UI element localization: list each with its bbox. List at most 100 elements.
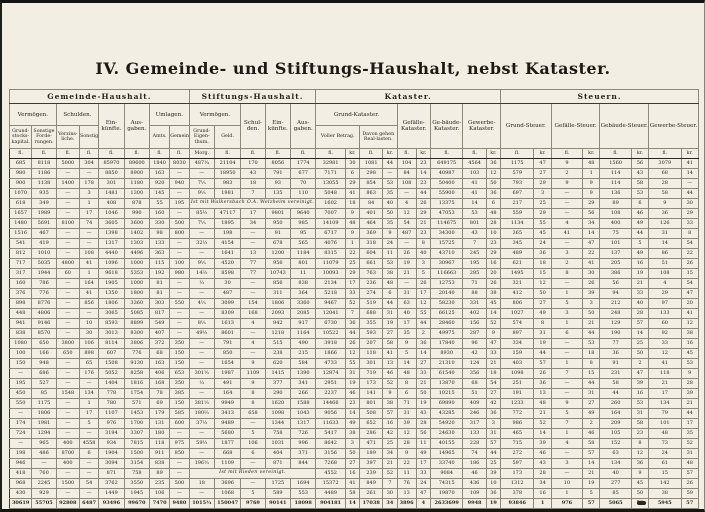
table-cell: 18950: [213, 168, 242, 179]
table-cell: 18: [240, 178, 266, 189]
table-cell: 41: [382, 348, 398, 359]
table-cell: ⅓: [188, 278, 215, 289]
col-grund-eigenthum: Grund-Eigen-thum.: [188, 125, 215, 149]
table-cell: —: [188, 338, 215, 349]
table-cell: 8: [396, 378, 417, 389]
table-cell: 11: [396, 468, 417, 479]
table-cell: 980: [169, 268, 190, 279]
table-row: 1080 650 3800 106 8114 3806 372 350—791 4 515 490 3…: [8, 338, 700, 349]
table-cell: 900: [8, 178, 33, 189]
table-cell: 6717: [315, 228, 346, 239]
table-cell: 47117: [213, 208, 242, 219]
table-cell: ⅓: [188, 378, 215, 389]
table-cell: 41: [344, 188, 360, 199]
table-cell: 60: [55, 268, 80, 279]
table-cell: 14: [582, 228, 601, 239]
table-cell: 1081: [358, 158, 384, 169]
table-cell: 57: [533, 358, 552, 369]
table-cell: 2: [582, 418, 601, 429]
table-cell: 1877: [213, 438, 242, 449]
table-cell: 6: [396, 388, 417, 399]
table-cell: 1548: [55, 388, 80, 399]
table-cell: 3: [485, 418, 502, 429]
table-cell: 31: [533, 328, 552, 339]
table-cell: 4: [396, 198, 417, 209]
unit-label: fl.: [358, 148, 384, 159]
table-cell: 1495: [500, 268, 535, 279]
table-row: 900 1138 1400 178 301 1180 920 940 7⅓ 983 18 93 70 13…: [8, 178, 700, 189]
table-cell: 760: [31, 468, 57, 479]
table-cell: 33: [344, 288, 360, 299]
table-cell: 4489: [315, 488, 346, 499]
table-row: 898 8776—856 1806 3360 303 550 4⅓ 3099 154 1806 33…: [8, 298, 700, 309]
table-cell: 209: [599, 418, 632, 429]
table-cell: 1138: [31, 178, 57, 189]
table-cell: 16: [630, 258, 650, 269]
table-cell: —: [169, 278, 190, 289]
table-cell: 364: [289, 288, 317, 299]
table-cell: 48: [582, 158, 601, 169]
table-cell: 286: [358, 428, 384, 439]
table-cell: 47: [582, 238, 601, 249]
table-cell: 31: [396, 288, 417, 299]
table-cell: 487: [396, 228, 417, 239]
table-cell: 311: [264, 288, 292, 299]
table-cell: 16: [485, 258, 502, 269]
table-cell: 778: [98, 388, 125, 399]
table-cell: 84: [358, 198, 384, 209]
table-cell: 18: [344, 198, 360, 209]
table-cell: 724: [8, 428, 33, 439]
table-cell: 4⅓: [188, 298, 215, 309]
table-cell: 50: [630, 348, 650, 359]
table-cell: 31: [382, 308, 398, 319]
table-cell: 27: [533, 298, 552, 309]
table-cell: 137: [599, 248, 632, 259]
table-cell: 13870: [429, 378, 464, 389]
subgroup-sh-ausgaben: Aus-gaben.: [289, 103, 317, 149]
table-cell: 14: [485, 308, 502, 319]
table-cell: 838: [289, 278, 317, 289]
table-cell: 8: [582, 358, 601, 369]
table-row: 6999580——40159862934—⅓100081630846998993…: [8, 508, 700, 509]
table-cell: 195: [462, 258, 487, 269]
table-cell: 21: [582, 318, 601, 329]
table-cell: —: [188, 288, 215, 299]
table-cell: 1895: [213, 218, 242, 229]
table-cell: 173: [500, 468, 535, 479]
table-cell: 5065: [599, 498, 632, 509]
table-cell: 14: [462, 198, 487, 209]
table-cell: 63: [599, 448, 632, 459]
table-cell: 29: [582, 198, 601, 209]
table-row: 941 9146—10 8593 8899 549—8⅓ 1613 4 942 917 6730 3…: [8, 318, 700, 329]
table-cell: 317: [8, 268, 33, 279]
table-cell: 3079: [648, 158, 682, 169]
table-cell: 23: [485, 238, 502, 249]
table-cell: 9: [382, 228, 398, 239]
table-cell: 15: [648, 468, 682, 479]
table-cell: 8700: [55, 448, 80, 459]
table-cell: 71: [396, 398, 417, 409]
table-cell: 36: [648, 208, 682, 219]
table-cell: 772: [500, 408, 535, 419]
table-cell: —: [240, 478, 266, 489]
table-cell: 41: [648, 358, 682, 369]
table-cell: 301⅓: [188, 368, 215, 379]
table-cell: 1180: [123, 178, 150, 189]
table-cell: 55: [533, 218, 552, 229]
table-cell: 800: [169, 228, 190, 239]
table-cell: 12: [648, 348, 682, 359]
table-cell: 30: [78, 328, 100, 339]
table-cell: 9: [344, 208, 360, 219]
table-cell: 66125: [429, 308, 464, 319]
table-cell: 37⅓: [188, 418, 215, 429]
table-cell: 30: [582, 268, 601, 279]
table-cell: —: [78, 488, 100, 499]
table-cell: —: [169, 308, 190, 319]
unit-label: fl.: [462, 148, 487, 159]
table-cell: 56: [582, 208, 601, 219]
table-cell: 418: [8, 468, 33, 479]
table-cell: 45: [533, 228, 552, 239]
table-cell: 196⅓: [188, 458, 215, 469]
table-cell: 685: [8, 158, 33, 169]
table-cell: 10: [550, 478, 584, 489]
